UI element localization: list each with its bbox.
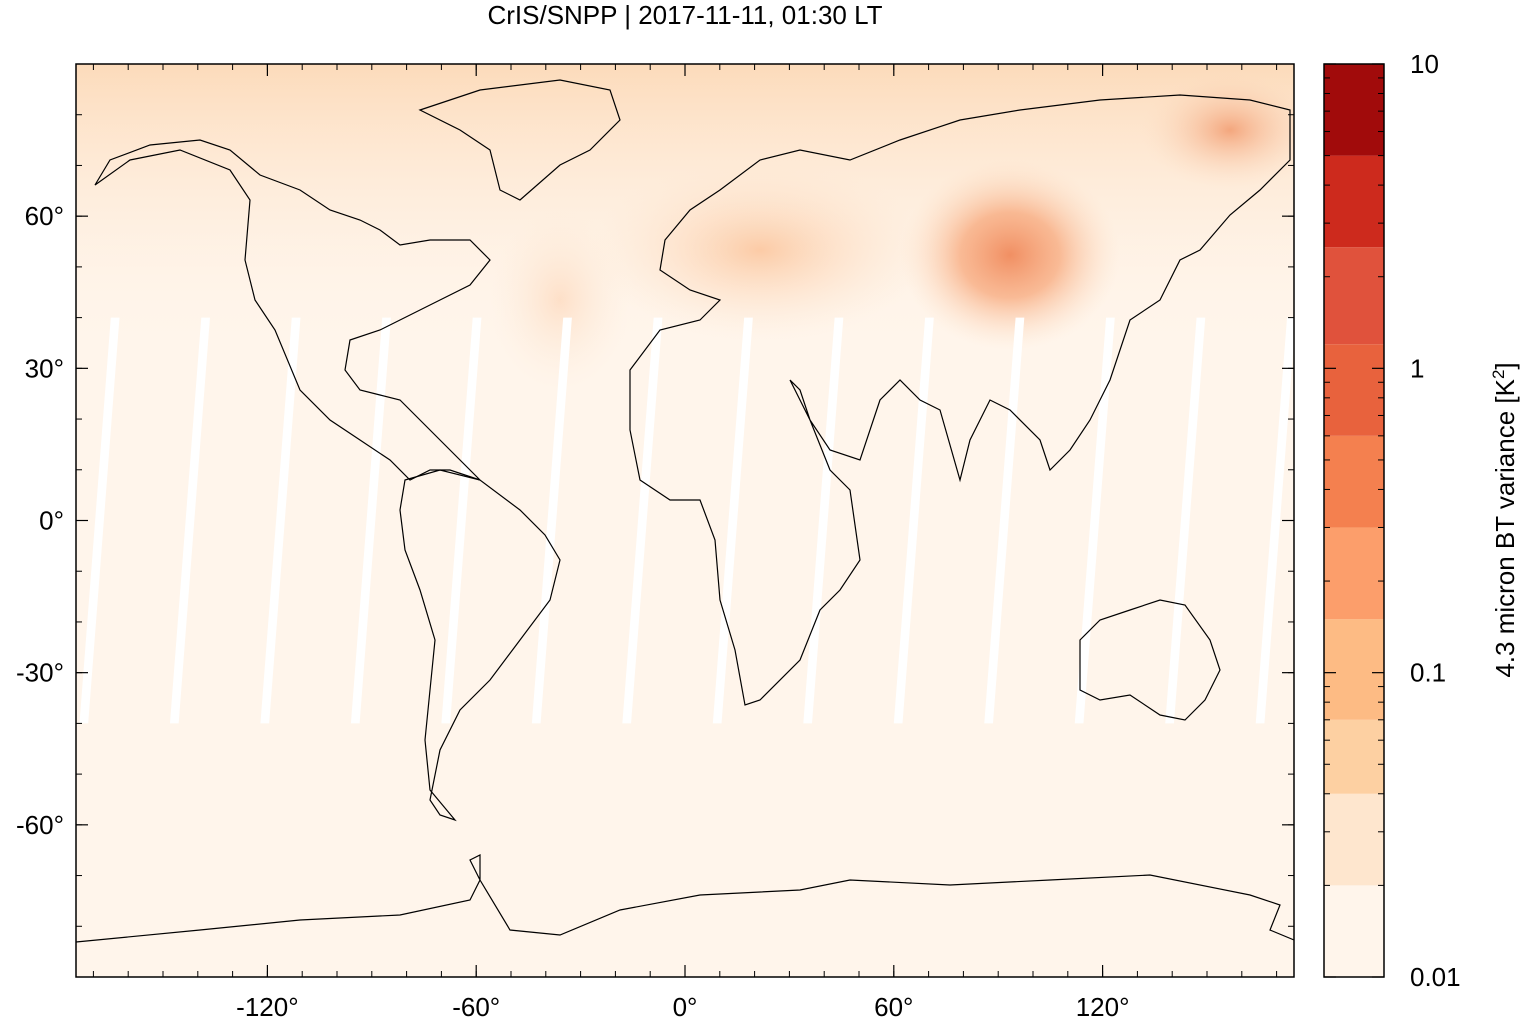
x-tick-label: -60° [452,992,500,1020]
colorbar-frame [1323,63,1385,978]
chart-title: CrIS/SNPP | 2017-11-11, 01:30 LT [487,0,882,30]
colorbar-bands [1324,64,1384,977]
y-tick-label: 0° [39,506,64,536]
coastlines [76,79,1294,943]
coastline-greenland [418,79,621,201]
x-tick-label: 0° [673,992,698,1020]
coastline-africa-eurasia [629,94,1291,706]
central-asia-variance [900,160,1120,350]
europe-variance [590,160,930,340]
east-siberia-variance [1140,70,1294,190]
colorbar-tick-label: 1 [1410,353,1424,383]
colorbar-band [1324,793,1384,886]
orbit-gap [622,317,663,724]
coastline-australia [1079,599,1221,721]
colorbar-band [1324,435,1384,528]
colorbar-label: 4.3 micron BT variance [K2] [1489,362,1520,677]
colorbar-band [1324,247,1384,345]
colorbar: 10 1 0.1 0.01 4.3 micron BT variance [K2] [1323,49,1520,992]
orbit-gap [712,317,753,724]
colorbar-tick-label: 0.1 [1410,658,1446,688]
x-axis: -120° -60° 0° 60° 120° [92,64,1278,1020]
colorbar-label-main: 4.3 micron BT variance [K [1490,378,1520,677]
y-tick-label: -30° [16,658,64,688]
orbit-gap [169,317,210,724]
colorbar-label-sup: 2 [1489,370,1508,379]
coastline-south-america [399,469,561,822]
coastline-antarctica [76,854,1294,943]
variance-field [76,64,1294,724]
colorbar-band [1324,719,1384,794]
orbit-gap [350,317,391,724]
orbit-gap [79,317,120,724]
colorbar-band [1324,344,1384,436]
y-tick-label: 60° [25,201,64,231]
map-plot-area: -120° -60° 0° 60° 120° -60° -30° 0° 30° 60° [16,63,1295,1020]
coastline-north-america [94,139,491,481]
colorbar-tick-label: 0.01 [1410,962,1461,992]
y-axis: -60° -30° 0° 30° 60° [16,114,1294,927]
orbit-gap [984,317,1025,724]
x-tick-label: 60° [874,992,913,1020]
orbit-gaps [79,317,1294,724]
x-tick-label: -120° [236,992,298,1020]
colorbar-tick-label: 10 [1410,49,1439,79]
x-tick-label: 120° [1076,992,1130,1020]
colorbar-band [1324,885,1384,977]
orbit-gap [893,317,934,724]
north-atlantic-variance [490,210,630,390]
orbit-gap [441,317,482,724]
colorbar-ticks: 10 1 0.1 0.01 [1324,49,1461,992]
orbit-gap [1165,317,1206,724]
y-tick-label: -60° [16,810,64,840]
orbit-gap [803,317,844,724]
colorbar-band [1324,155,1384,248]
orbit-gap [1074,317,1115,724]
colorbar-band [1324,619,1384,720]
colorbar-label-suffix: ] [1490,362,1520,369]
orbit-gap [531,317,572,724]
orbit-gap [260,317,301,724]
y-tick-label: 30° [25,353,64,383]
colorbar-band [1324,64,1384,156]
orbit-gap [1255,317,1294,724]
colorbar-band [1324,527,1384,620]
